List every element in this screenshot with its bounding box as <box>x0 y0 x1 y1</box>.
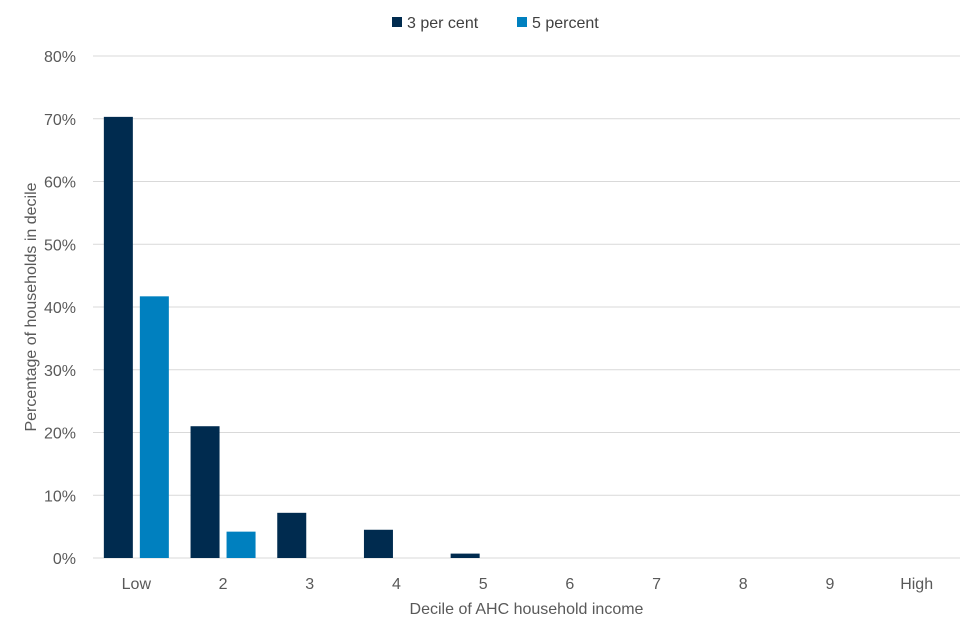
bar-5-percent-2 <box>226 531 256 558</box>
legend: 3 per cent 5 percent <box>392 15 599 32</box>
gridlines <box>93 55 960 496</box>
y-axis-title: Percentage of households in decile <box>23 182 40 431</box>
x-axis-tick-labels: Low 2 3 4 5 6 7 8 9 High <box>122 576 933 593</box>
x-tick-label: 9 <box>825 576 834 593</box>
y-tick-label: 70% <box>44 112 76 129</box>
x-axis-title: Decile of AHC household income <box>410 601 644 618</box>
y-axis-tick-labels: 0% 10% 20% 30% 40% 50% 60% 70% 80% <box>44 49 76 568</box>
x-tick-label: 7 <box>652 576 661 593</box>
bar-3-per-cent-2 <box>190 426 220 558</box>
x-tick-label: 5 <box>479 576 488 593</box>
y-tick-label: 30% <box>44 363 76 380</box>
x-tick-label: 2 <box>219 576 228 593</box>
y-tick-label: 50% <box>44 237 76 254</box>
x-tick-label: 4 <box>392 576 401 593</box>
y-tick-label: 80% <box>44 49 76 66</box>
y-tick-label: 0% <box>53 551 76 568</box>
bar-3-per-cent-Low <box>103 116 133 559</box>
bar-5-percent-Low <box>139 296 169 558</box>
x-tick-label: 6 <box>565 576 574 593</box>
legend-swatch <box>517 17 527 27</box>
bar-3-per-cent-4 <box>363 529 393 558</box>
y-tick-label: 60% <box>44 175 76 192</box>
bar-3-per-cent-5 <box>450 553 480 558</box>
y-tick-label: 10% <box>44 488 76 505</box>
x-tick-label: Low <box>122 576 152 593</box>
legend-label: 5 percent <box>532 15 599 32</box>
x-tick-label: 8 <box>739 576 748 593</box>
bars <box>103 116 480 559</box>
y-tick-label: 20% <box>44 426 76 443</box>
legend-label: 3 per cent <box>407 15 479 32</box>
x-tick-label: 3 <box>305 576 314 593</box>
y-tick-label: 40% <box>44 300 76 317</box>
x-tick-label: High <box>900 576 933 593</box>
bar-3-per-cent-3 <box>277 512 307 558</box>
legend-swatch <box>392 17 402 27</box>
